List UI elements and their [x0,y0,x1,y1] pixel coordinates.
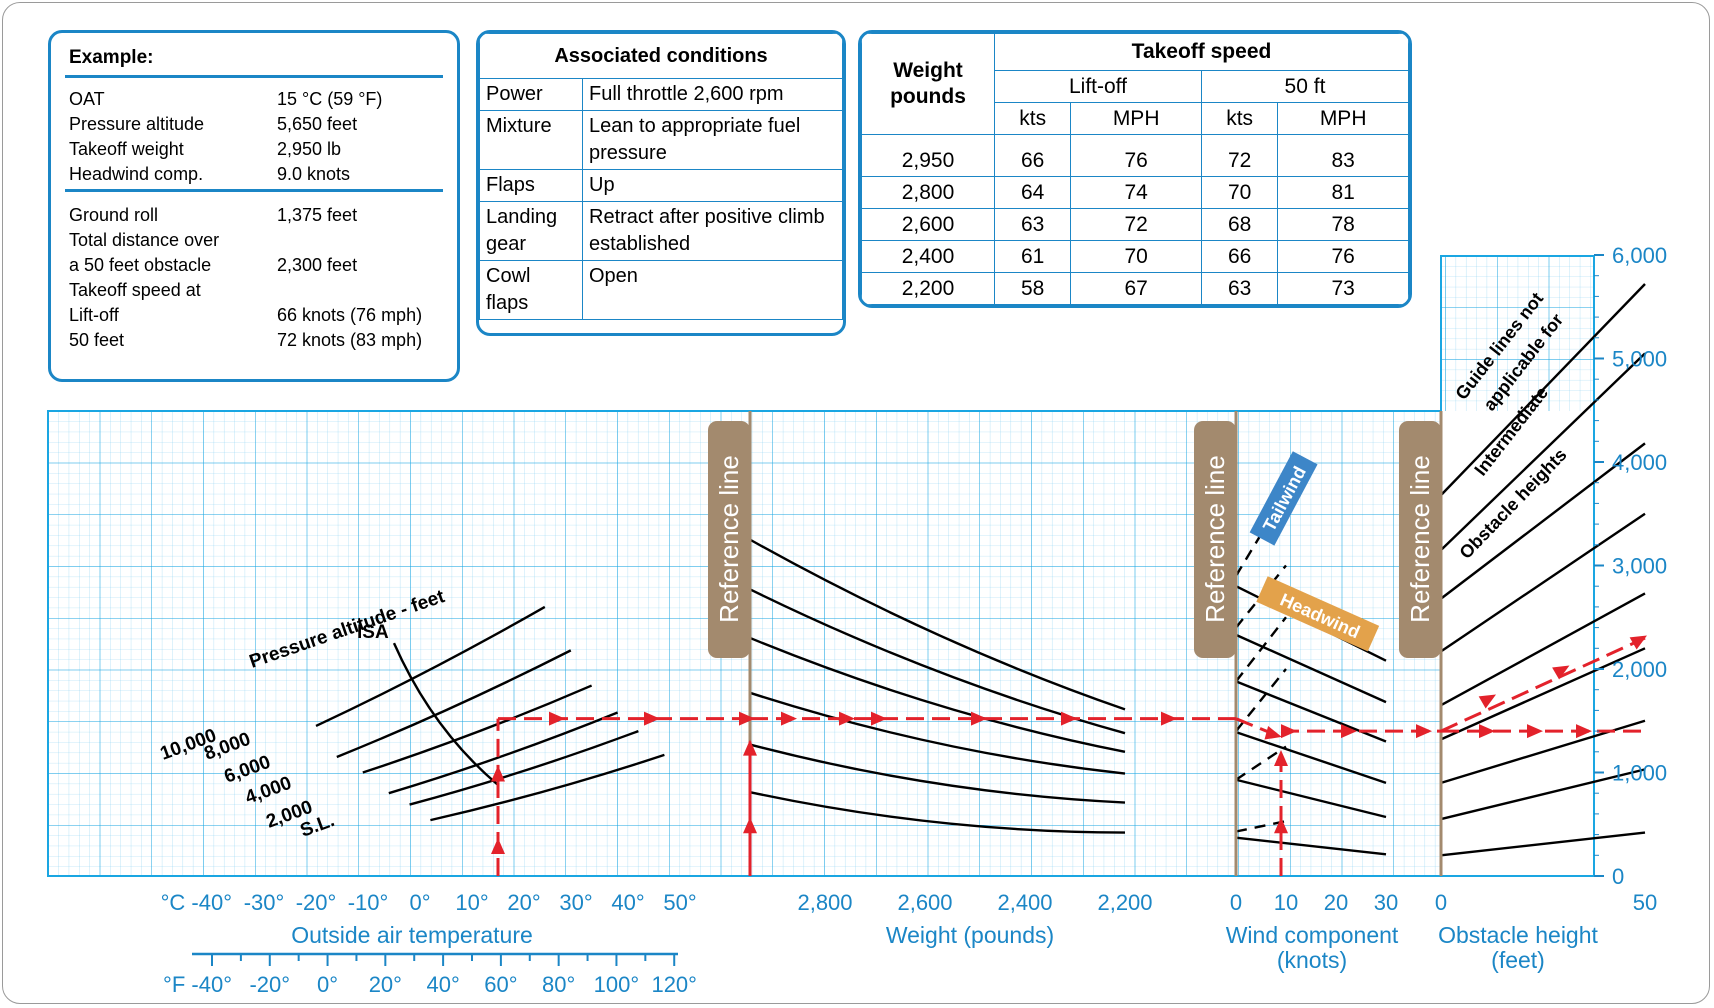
speed-row: 2,800 64 74 70 81 [861,176,1409,209]
example-results-label: Ground roll [69,205,159,225]
speed-cell-ft-kts: 72 [1200,134,1279,177]
example-results-label: Total distance over [69,230,220,250]
speed-cell-ft-mph: 81 [1277,176,1409,209]
conditions-row: Landing gear Retract after positive climb… [479,201,843,261]
example-results-label: Takeoff speed at [69,280,201,300]
speed-cell-lo-kts: 61 [993,240,1072,273]
speed-cell-lo-mph: 74 [1070,176,1202,209]
speed-cell-weight: 2,400 [861,240,995,273]
conditions-row: Mixture Lean to appropriate fuel pressure [479,110,843,170]
example-results-value: 1,375 feet [277,205,358,225]
takeoff-speed-table: Weight pounds Takeoff speed Lift-off 50 … [861,33,1409,305]
fifty-ft-kts-header: kts [1200,102,1279,135]
speed-cell-ft-kts: 68 [1200,208,1279,241]
speed-cell-weight: 2,600 [861,208,995,241]
associated-conditions-title: Associated conditions [479,33,843,79]
example-results-label: a 50 feet obstacle [69,255,212,275]
fifty-ft-mph-header: MPH [1277,102,1409,135]
speed-cell-ft-kts: 66 [1200,240,1279,273]
example-inputs-label: Pressure altitude [69,114,205,134]
condition-item: Mixture [479,110,583,170]
speed-row: 2,600 63 72 68 78 [861,208,1409,241]
example-divider-top [65,75,443,78]
conditions-row: Flaps Up [479,169,843,202]
speed-cell-lo-mph: 72 [1070,208,1202,241]
example-inputs-value: 5,650 feet [277,114,358,134]
condition-value: Lean to appropriate fuel pressure [582,110,843,170]
liftoff-mph-header: MPH [1070,102,1202,135]
condition-item: Power [479,78,583,111]
liftoff-kts-header: kts [993,102,1072,135]
speed-cell-ft-mph: 83 [1277,134,1409,177]
example-results-value: 66 knots (76 mph) [277,305,423,325]
condition-value: Full throttle 2,600 rpm [582,78,843,111]
condition-value: Retract after positive climb established [582,201,843,261]
speed-cell-lo-mph: 67 [1070,272,1202,305]
condition-item: Flaps [479,169,583,202]
weight-header: Weight pounds [861,33,995,135]
example-inputs-label: Takeoff weight [69,139,184,159]
speed-cell-lo-mph: 70 [1070,240,1202,273]
example-inputs-value: 2,950 lb [277,139,342,159]
speed-cell-ft-mph: 73 [1277,272,1409,305]
speed-cell-weight: 2,200 [861,272,995,305]
conditions-row: Cowl flaps Open [479,260,843,320]
speed-cell-ft-mph: 76 [1277,240,1409,273]
speed-cell-ft-kts: 63 [1200,272,1279,305]
condition-item: Landing gear [479,201,583,261]
example-title: Example: [69,47,154,68]
speed-cell-lo-kts: 66 [993,134,1072,177]
example-inputs-label: Headwind comp. [69,164,204,184]
condition-item: Cowl flaps [479,260,583,320]
speed-cell-weight: 2,800 [861,176,995,209]
speed-cell-lo-kts: 64 [993,176,1072,209]
condition-value: Open [582,260,843,320]
speed-row: 2,200 58 67 63 73 [861,272,1409,305]
example-results-value: 2,300 feet [277,255,358,275]
example-panel: Example: OAT 15 °C (59 °F) Pressure altitu… [48,30,460,382]
speed-row: 2,400 61 70 66 76 [861,240,1409,273]
example-results-value: 72 knots (83 mph) [277,330,423,350]
takeoff-speed-title: Takeoff speed [994,33,1409,71]
example-results-label: Lift-off [69,305,119,325]
speed-cell-lo-mph: 76 [1070,134,1202,177]
liftoff-header: Lift-off [994,70,1202,103]
fifty-ft-header: 50 ft [1200,70,1409,103]
speed-cell-weight: 2,950 [861,134,995,177]
speed-row: 2,950 66 76 72 83 [861,134,1409,177]
speed-cell-lo-kts: 63 [993,208,1072,241]
conditions-row: Power Full throttle 2,600 rpm [479,78,843,111]
example-inputs-value: 15 °C (59 °F) [277,89,383,109]
example-inputs-value: 9.0 knots [277,164,351,184]
condition-value: Up [582,169,843,202]
speed-cell-lo-kts: 58 [993,272,1072,305]
takeoff-speed-panel: Weight pounds Takeoff speed Lift-off 50 … [858,30,1412,308]
example-results-label: 50 feet [69,330,125,350]
speed-cell-ft-kts: 70 [1200,176,1279,209]
example-inputs-label: OAT [69,89,105,109]
associated-conditions-table: Associated conditions Power Full throttle… [479,33,843,320]
example-divider-mid [65,189,443,192]
associated-conditions-panel: Associated conditions Power Full throttle… [476,30,846,336]
speed-cell-ft-mph: 78 [1277,208,1409,241]
